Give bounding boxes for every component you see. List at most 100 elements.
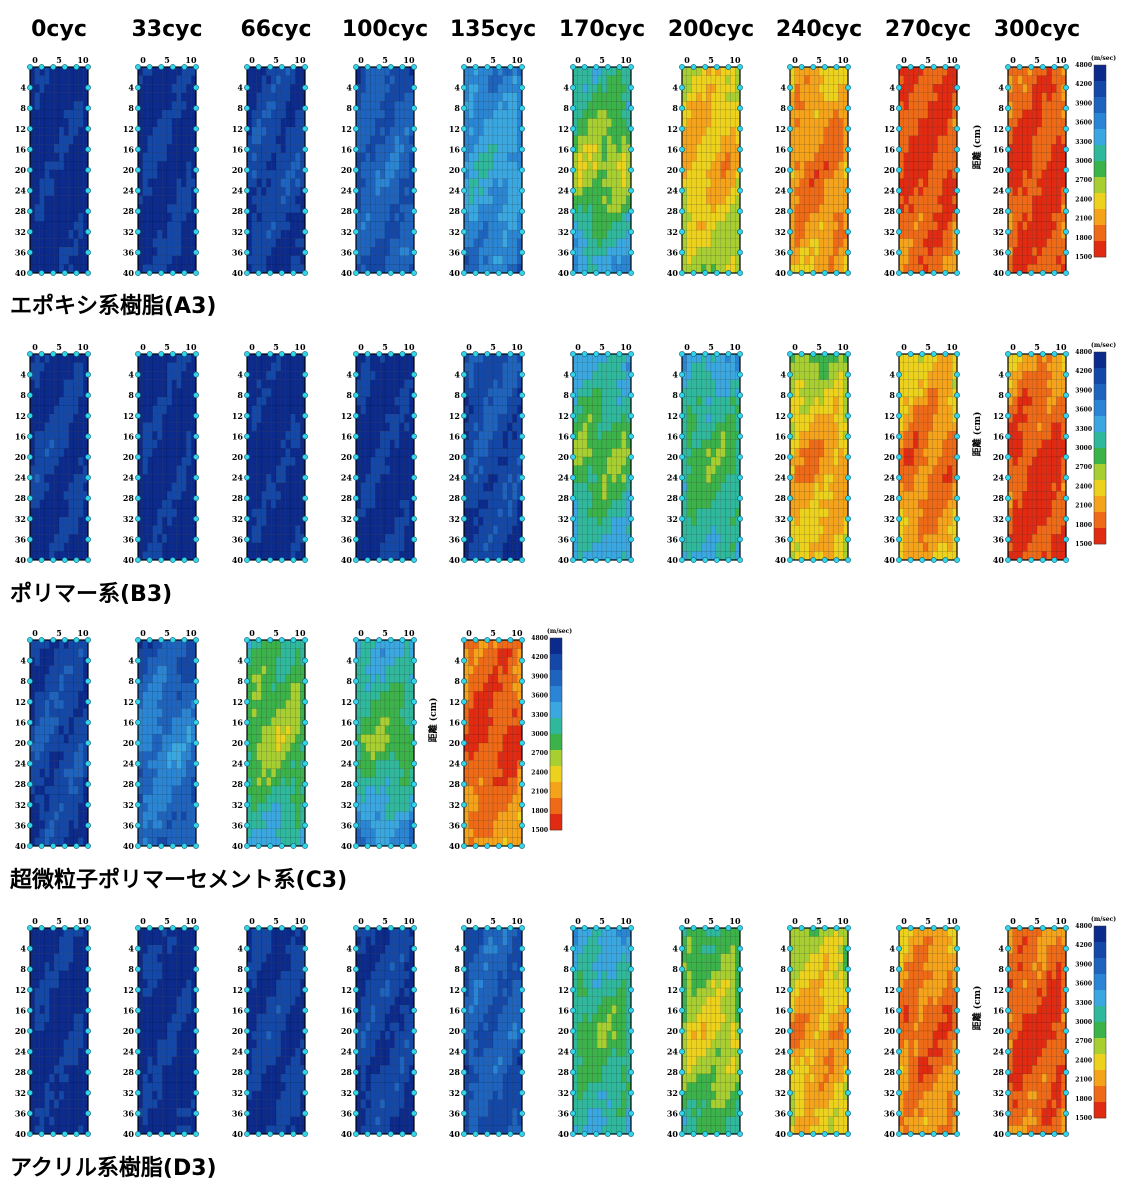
heatmap-cell	[74, 371, 79, 380]
heatmap-cell	[838, 187, 843, 196]
heatmap-cell	[469, 431, 474, 440]
heatmap-cell	[69, 517, 74, 526]
heatmap-cell	[1023, 213, 1028, 222]
heatmap-cell	[30, 466, 35, 475]
heatmap-cell	[503, 213, 508, 222]
heatmap-cell	[281, 388, 286, 397]
y-tick-label: 36	[341, 534, 353, 544]
heatmap-cell	[74, 483, 79, 492]
heatmap-cell	[805, 264, 810, 273]
heatmap-cell	[409, 543, 414, 552]
heatmap-cell	[366, 110, 371, 119]
heatmap-cell	[153, 534, 158, 543]
heatmap-cell	[493, 491, 498, 500]
heatmap-cell	[69, 213, 74, 222]
heatmap-cell	[257, 431, 262, 440]
heatmap-cell	[498, 534, 503, 543]
heatmap-cell	[735, 136, 740, 145]
heatmap-cell	[366, 187, 371, 196]
heatmap-cell	[1047, 213, 1052, 222]
heatmap-cell	[400, 363, 405, 372]
heatmap-cell	[291, 256, 296, 265]
heatmap-cell	[54, 388, 59, 397]
heatmap-cell	[488, 526, 493, 535]
heatmap-cell	[498, 153, 503, 162]
heatmap-cell	[276, 466, 281, 475]
sensor-marker	[787, 167, 792, 172]
heatmap-cell	[252, 431, 257, 440]
heatmap-cell	[474, 440, 479, 449]
heatmap-cell	[488, 500, 493, 509]
y-tick-label: 36	[15, 247, 27, 257]
heatmap-cell	[612, 256, 617, 265]
heatmap-cell	[1013, 196, 1018, 205]
heatmap-cell	[469, 397, 474, 406]
heatmap-cell	[182, 526, 187, 535]
heatmap-cell	[385, 457, 390, 466]
heatmap-cell	[74, 517, 79, 526]
heatmap-cell	[592, 256, 597, 265]
heatmap-cell	[400, 222, 405, 231]
heatmap-cell	[721, 196, 726, 205]
heatmap-cell	[493, 448, 498, 457]
heatmap-cell	[45, 179, 50, 188]
sensor-marker	[1063, 250, 1068, 255]
heatmap-cell	[54, 483, 59, 492]
heatmap-cell	[153, 204, 158, 213]
heatmap-cell	[385, 474, 390, 483]
heatmap-cell	[167, 406, 172, 415]
heatmap-cell	[1027, 247, 1032, 256]
heatmap-cell	[356, 239, 361, 248]
heatmap-cell	[49, 170, 54, 179]
sensor-marker	[244, 434, 249, 439]
heatmap-cell	[483, 119, 488, 128]
sensor-marker	[377, 64, 382, 69]
heatmap-cell	[464, 110, 469, 119]
heatmap-cell	[380, 483, 385, 492]
heatmap-cell	[834, 144, 839, 153]
heatmap-cell	[276, 448, 281, 457]
heatmap-cell	[474, 84, 479, 93]
heatmap-cell	[517, 526, 522, 535]
heatmap-cell	[371, 371, 376, 380]
heatmap-cell	[488, 213, 493, 222]
heatmap-cell	[35, 213, 40, 222]
heatmap-cell	[276, 110, 281, 119]
heatmap-cell	[257, 256, 262, 265]
colorbar-tick: 3600	[1075, 120, 1092, 127]
heatmap-cell	[390, 517, 395, 526]
heatmap-cell	[375, 144, 380, 153]
heatmap-cell	[64, 230, 69, 239]
heatmap-cell	[790, 119, 795, 128]
heatmap-cell	[493, 93, 498, 102]
sensor-marker	[787, 209, 792, 214]
heatmap-cell	[701, 144, 706, 153]
heatmap-cell	[286, 397, 291, 406]
heatmap-cell	[409, 179, 414, 188]
heatmap-cell	[167, 204, 172, 213]
heatmap-cell	[153, 354, 158, 363]
heatmap-cell	[271, 423, 276, 432]
heatmap-cell	[172, 187, 177, 196]
sensor-marker	[461, 64, 466, 69]
sensor-marker	[27, 537, 32, 542]
heatmap-cell	[474, 388, 479, 397]
heatmap-cell	[148, 204, 153, 213]
y-tick-label: 8	[998, 103, 1004, 113]
panel-100cyc: 0 5 10481216202428323640	[341, 342, 417, 565]
heatmap-cell	[45, 101, 50, 110]
sensor-marker	[302, 106, 307, 111]
sensor-marker	[302, 434, 307, 439]
heatmap-cell	[167, 371, 172, 380]
heatmap-cell	[1042, 256, 1047, 265]
heatmap-cell	[300, 466, 305, 475]
heatmap-cell	[1052, 170, 1057, 179]
heatmap-cell	[626, 93, 631, 102]
sensor-marker	[461, 147, 466, 152]
heatmap-cell	[682, 110, 687, 119]
heatmap-cell	[469, 179, 474, 188]
heatmap-cell	[1027, 119, 1032, 128]
y-tick-label: 28	[341, 206, 353, 216]
heatmap-cell	[177, 500, 182, 509]
heatmap-cell	[517, 119, 522, 128]
